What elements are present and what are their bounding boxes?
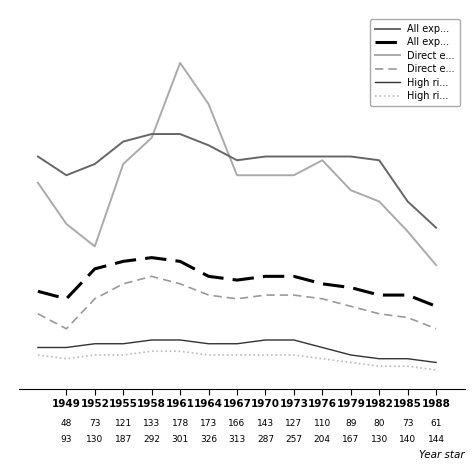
Text: 287: 287 <box>257 435 274 444</box>
Text: 204: 204 <box>314 435 331 444</box>
Text: 73: 73 <box>402 419 413 428</box>
Text: 110: 110 <box>314 419 331 428</box>
Text: 173: 173 <box>200 419 217 428</box>
Text: 326: 326 <box>200 435 217 444</box>
Text: 80: 80 <box>374 419 385 428</box>
Text: 121: 121 <box>115 419 132 428</box>
Text: 292: 292 <box>143 435 160 444</box>
Text: 127: 127 <box>285 419 302 428</box>
Text: 130: 130 <box>86 435 103 444</box>
Text: 143: 143 <box>257 419 274 428</box>
Text: Year star: Year star <box>419 450 465 460</box>
Text: 144: 144 <box>428 435 445 444</box>
Text: 130: 130 <box>371 435 388 444</box>
Text: 187: 187 <box>115 435 132 444</box>
Text: 257: 257 <box>285 435 302 444</box>
Text: 133: 133 <box>143 419 160 428</box>
Legend: All exp..., All exp..., Direct e..., Direct e..., High ri..., High ri...: All exp..., All exp..., Direct e..., Dir… <box>370 19 460 106</box>
Text: 89: 89 <box>345 419 356 428</box>
Text: 167: 167 <box>342 435 359 444</box>
Text: 313: 313 <box>228 435 246 444</box>
Text: 301: 301 <box>172 435 189 444</box>
Text: 140: 140 <box>399 435 416 444</box>
Text: 178: 178 <box>172 419 189 428</box>
Text: 73: 73 <box>89 419 100 428</box>
Text: 61: 61 <box>430 419 442 428</box>
Text: 166: 166 <box>228 419 246 428</box>
Text: 48: 48 <box>61 419 72 428</box>
Text: 93: 93 <box>61 435 72 444</box>
